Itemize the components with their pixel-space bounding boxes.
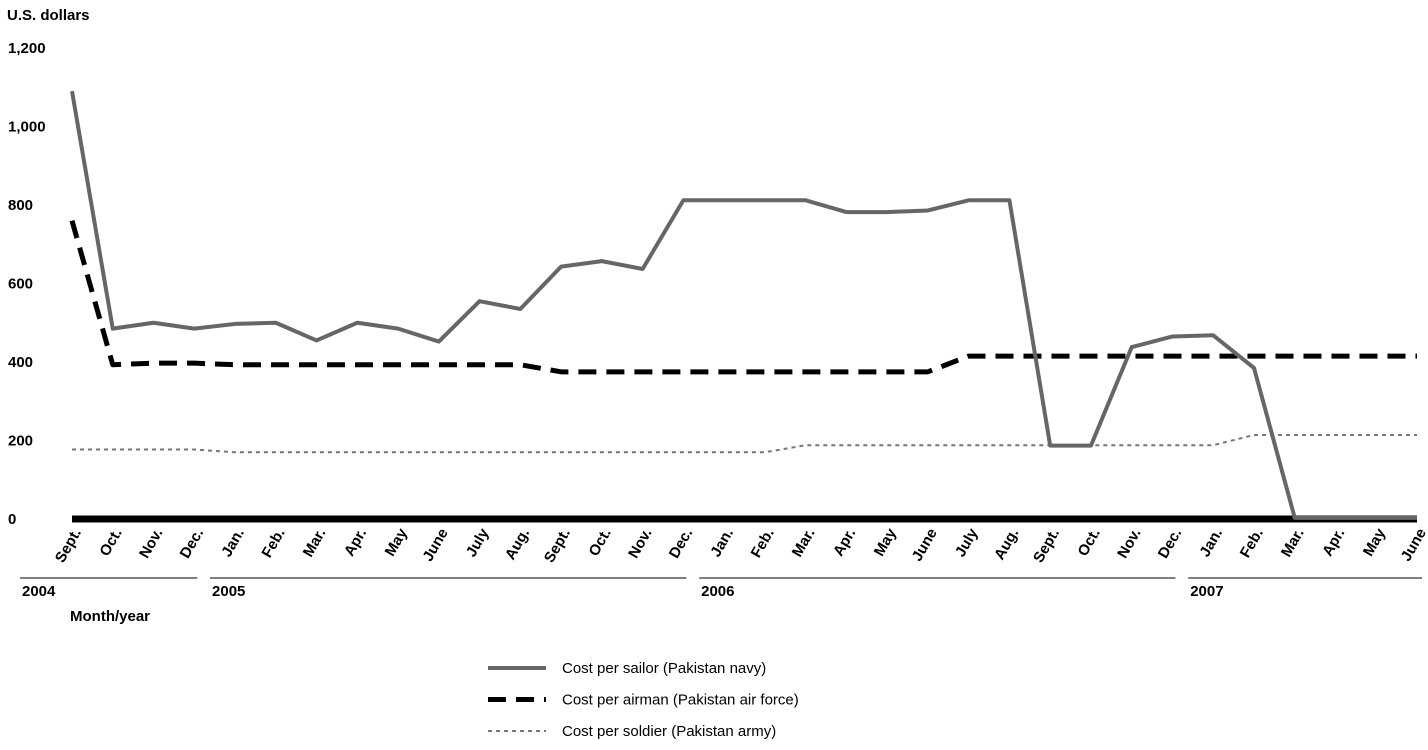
x-tick-label: Mar. bbox=[789, 525, 819, 559]
legend-label: Cost per airman (Pakistan air force) bbox=[562, 691, 799, 708]
y-tick-label: 800 bbox=[8, 197, 33, 214]
series-line bbox=[70, 90, 1417, 520]
x-tick-label: Sept. bbox=[541, 525, 574, 565]
y-tick-label: 400 bbox=[8, 354, 33, 371]
x-tick-label: July bbox=[463, 525, 493, 560]
x-tick-label: Jan. bbox=[218, 525, 248, 559]
x-tick-label: Apr. bbox=[830, 525, 859, 559]
x-tick-label: Feb. bbox=[259, 525, 289, 560]
x-tick-label: Nov. bbox=[625, 525, 655, 561]
x-tick-label: Oct. bbox=[96, 525, 125, 559]
x-tick-label: Dec. bbox=[1155, 525, 1186, 561]
x-tick-label: Dec. bbox=[177, 525, 208, 561]
x-tick-label: Sept. bbox=[1030, 525, 1063, 565]
x-tick-label: May bbox=[382, 525, 412, 559]
x-tick-label: July bbox=[952, 525, 982, 560]
legend-label: Cost per sailor (Pakistan navy) bbox=[562, 660, 766, 677]
x-tick-label: Oct. bbox=[585, 525, 614, 559]
series-line bbox=[69, 220, 1417, 375]
x-tick-label: Nov. bbox=[1114, 525, 1144, 561]
x-tick-label: Dec. bbox=[666, 525, 697, 561]
x-axis-label: Month/year bbox=[70, 608, 150, 625]
series-line bbox=[72, 434, 1417, 454]
legend-label: Cost per soldier (Pakistan army) bbox=[562, 723, 776, 740]
x-tick-label: Apr. bbox=[341, 525, 370, 559]
x-tick-label: June bbox=[419, 525, 451, 564]
x-tick-label: June bbox=[909, 525, 941, 564]
x-tick-label: Feb. bbox=[748, 525, 778, 560]
x-tick-label: Feb. bbox=[1237, 525, 1267, 560]
x-tick-label: June bbox=[1398, 525, 1428, 564]
x-tick-label: Apr. bbox=[1319, 525, 1348, 559]
x-tick-label: May bbox=[1360, 525, 1390, 559]
x-tick-label: Nov. bbox=[136, 525, 166, 561]
x-tick-label: Jan. bbox=[707, 525, 737, 559]
x-tick-label: Mar. bbox=[300, 525, 330, 559]
x-tick-label: Jan. bbox=[1196, 525, 1226, 559]
y-tick-label: 1,000 bbox=[8, 118, 46, 135]
x-tick-label: Aug. bbox=[502, 525, 533, 562]
year-label: 2005 bbox=[212, 583, 245, 600]
y-tick-label: 600 bbox=[8, 275, 33, 292]
x-tick-label: May bbox=[871, 525, 901, 559]
y-tick-label: 0 bbox=[8, 511, 16, 528]
year-label: 2007 bbox=[1190, 583, 1223, 600]
y-tick-label: 1,200 bbox=[8, 40, 46, 57]
x-tick-label: Oct. bbox=[1075, 525, 1104, 559]
x-tick-label: Aug. bbox=[991, 525, 1022, 562]
year-label: 2006 bbox=[701, 583, 734, 600]
y-axis-label: U.S. dollars bbox=[7, 7, 90, 24]
year-label: 2004 bbox=[22, 583, 56, 600]
x-tick-label: Mar. bbox=[1278, 525, 1308, 559]
x-tick-label: Sept. bbox=[52, 525, 85, 565]
y-tick-label: 200 bbox=[8, 432, 33, 449]
